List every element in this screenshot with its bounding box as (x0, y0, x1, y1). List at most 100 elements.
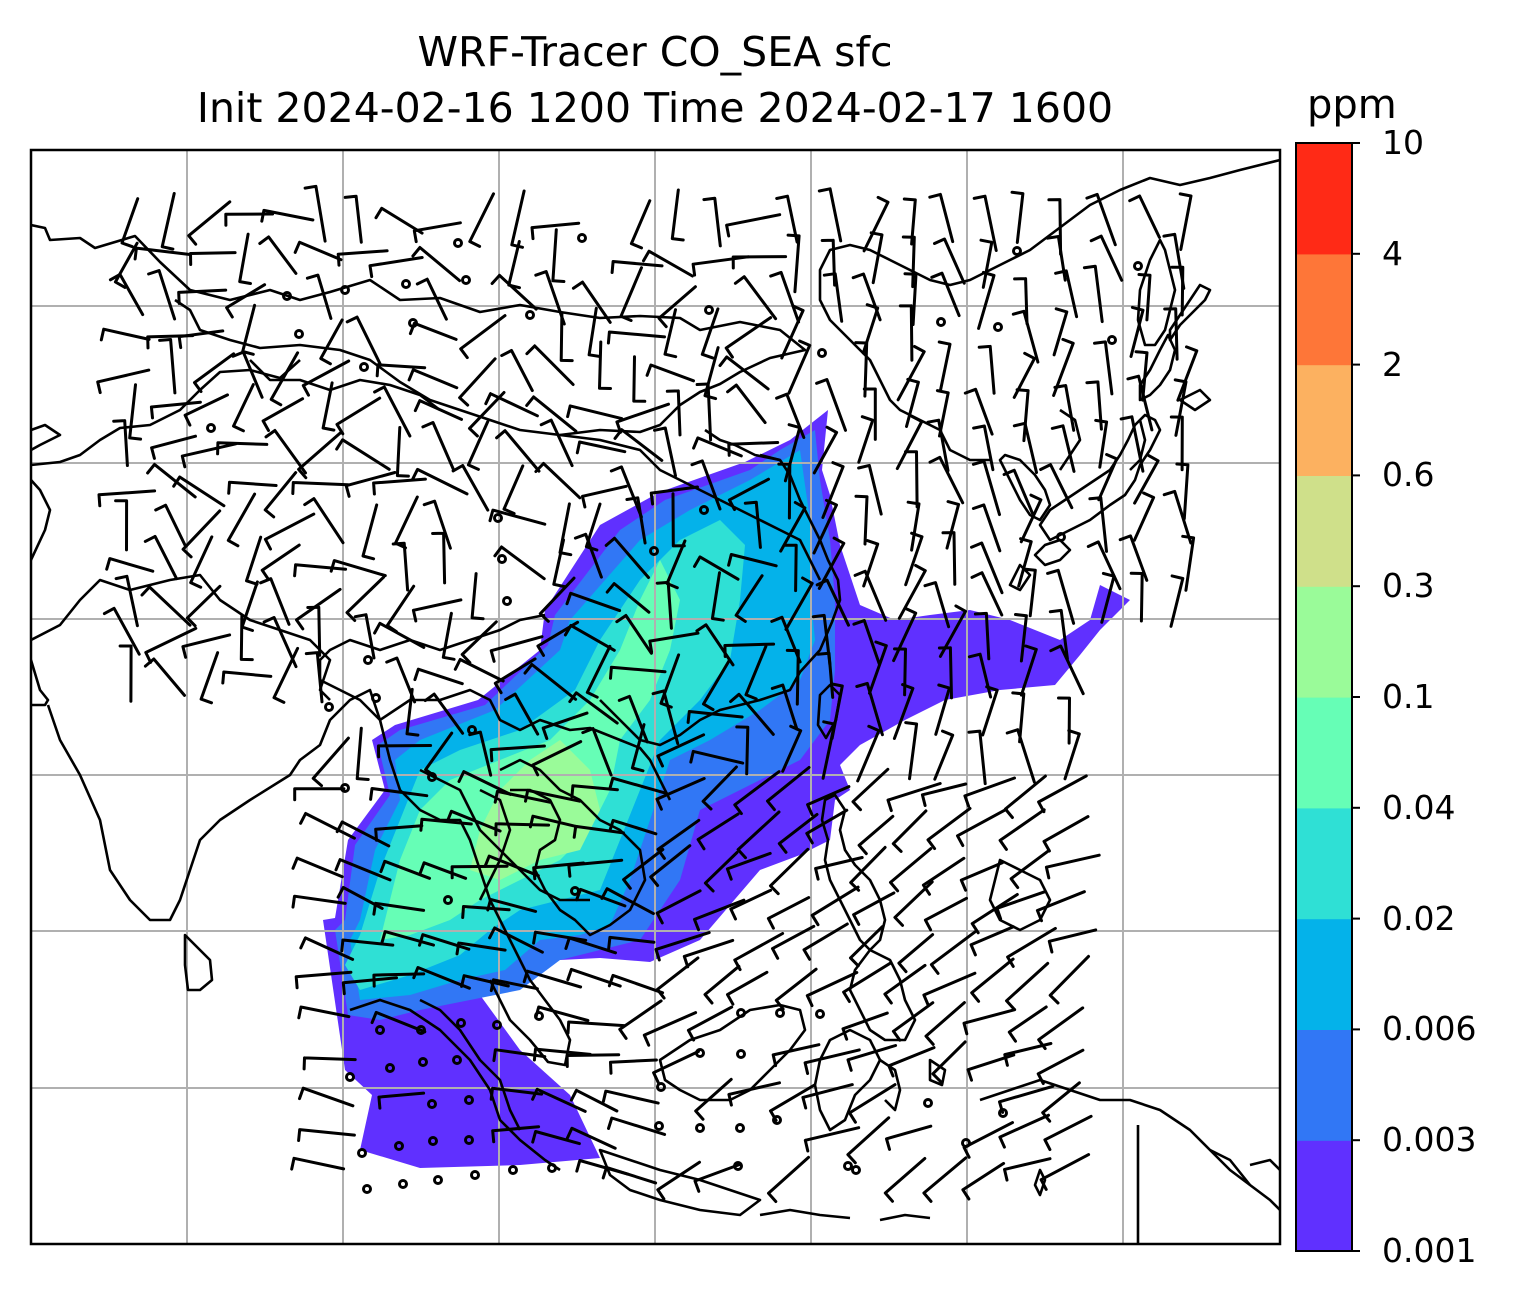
wind-barb (1094, 418, 1109, 469)
wind-barb (1132, 491, 1156, 542)
wind-barb (1057, 696, 1071, 745)
wind-barb (1052, 307, 1069, 357)
wind-barb (291, 481, 350, 495)
wind-barb (460, 974, 510, 988)
wind-barb (898, 304, 914, 362)
wind-barb (489, 978, 539, 993)
wind-barb (920, 782, 968, 807)
wind-barb (629, 199, 652, 250)
wind-barb (941, 531, 957, 586)
wind-barb (998, 808, 1046, 851)
wind-barb-calm (363, 655, 373, 665)
wind-barb (905, 377, 920, 428)
wind-barb-calm (497, 554, 507, 564)
wind-barb (1035, 890, 1086, 923)
wind-barb (1015, 388, 1030, 443)
wind-barb (293, 240, 343, 262)
wind-barb (766, 766, 811, 812)
wind-barb-calm (993, 322, 1003, 332)
wind-barb (889, 847, 933, 893)
wind-barb (377, 1091, 426, 1110)
wind-barb (413, 399, 463, 421)
wind-barb (686, 710, 744, 724)
wind-barb (895, 414, 924, 471)
wind-barb (693, 1163, 741, 1193)
wind-barb (959, 861, 1004, 892)
wind-barb (998, 1084, 1055, 1114)
wind-barb (466, 420, 490, 471)
wind-barb (143, 534, 178, 581)
wind-barb-calm (704, 305, 714, 315)
wind-barb (649, 844, 692, 887)
wind-barb (769, 270, 801, 324)
wind-barb (655, 580, 673, 630)
wind-barb (199, 651, 220, 705)
wind-barb (1003, 1157, 1052, 1182)
wind-barb (607, 973, 665, 995)
wind-barb (607, 935, 656, 950)
wind-barb (695, 623, 735, 667)
wind-barb-calm (736, 1049, 746, 1059)
wind-barb (857, 463, 883, 516)
wind-barb (727, 1081, 781, 1107)
map-frame (29, 148, 1282, 1246)
wind-barb (304, 651, 324, 704)
wind-barb (803, 1048, 861, 1075)
wind-barb (810, 885, 860, 927)
wind-barb-calm (502, 596, 512, 606)
wind-barb-calm (385, 1063, 395, 1073)
wind-barb (455, 941, 507, 956)
wind-barb (937, 340, 952, 393)
wind-barb (225, 283, 267, 319)
wind-barb (775, 392, 806, 439)
wind-barb (572, 824, 625, 839)
wind-barb (723, 642, 776, 658)
wind-barb (726, 383, 767, 425)
wind-barb (856, 724, 881, 783)
wind-barb (1176, 345, 1199, 402)
colorbar-tick-label: 0.04 (1382, 787, 1456, 827)
wind-barb (538, 576, 576, 623)
wind-barb-calm (843, 1161, 853, 1171)
wind-barb (1046, 568, 1076, 625)
wind-barb (801, 1083, 854, 1110)
wind-barb (525, 395, 578, 433)
wind-barb (344, 471, 397, 498)
wind-barb (956, 807, 1008, 847)
wind-barb (470, 572, 485, 621)
wind-barb-calm (735, 1123, 745, 1133)
wind-barb (642, 249, 694, 278)
wind-barb (769, 1083, 816, 1122)
wind-barb-calm (398, 1179, 408, 1189)
wind-barb (1169, 415, 1184, 472)
wind-barb (655, 777, 706, 811)
wind-barb (651, 689, 680, 745)
wind-barb (180, 442, 238, 469)
wind-barb (933, 729, 955, 781)
wind-barb (431, 531, 447, 585)
wind-barb (494, 822, 551, 837)
wind-barb (892, 683, 915, 740)
colorbar-frame (1295, 142, 1353, 1252)
wind-barb (1014, 613, 1028, 663)
wind-barb (395, 426, 410, 478)
wind-barb (783, 543, 798, 593)
wind-barb (422, 499, 452, 550)
wind-barb-calm (936, 317, 946, 327)
colorbar-segment (1296, 586, 1352, 698)
wind-barb (619, 266, 643, 322)
wind-barb (530, 221, 581, 241)
wind-barb (581, 484, 628, 509)
wind-barb (868, 640, 888, 695)
wind-barb (805, 808, 849, 845)
wind-barb-calm (362, 1184, 372, 1194)
wind-barb (468, 192, 495, 248)
wind-barb (490, 273, 538, 311)
wind-barb (973, 611, 991, 661)
wind-barb (1047, 928, 1098, 954)
wind-barb (147, 269, 177, 321)
wind-barb-calm (464, 1135, 474, 1145)
wind-barb (539, 418, 574, 468)
wind-barb (806, 785, 851, 817)
wind-barb (372, 901, 426, 916)
